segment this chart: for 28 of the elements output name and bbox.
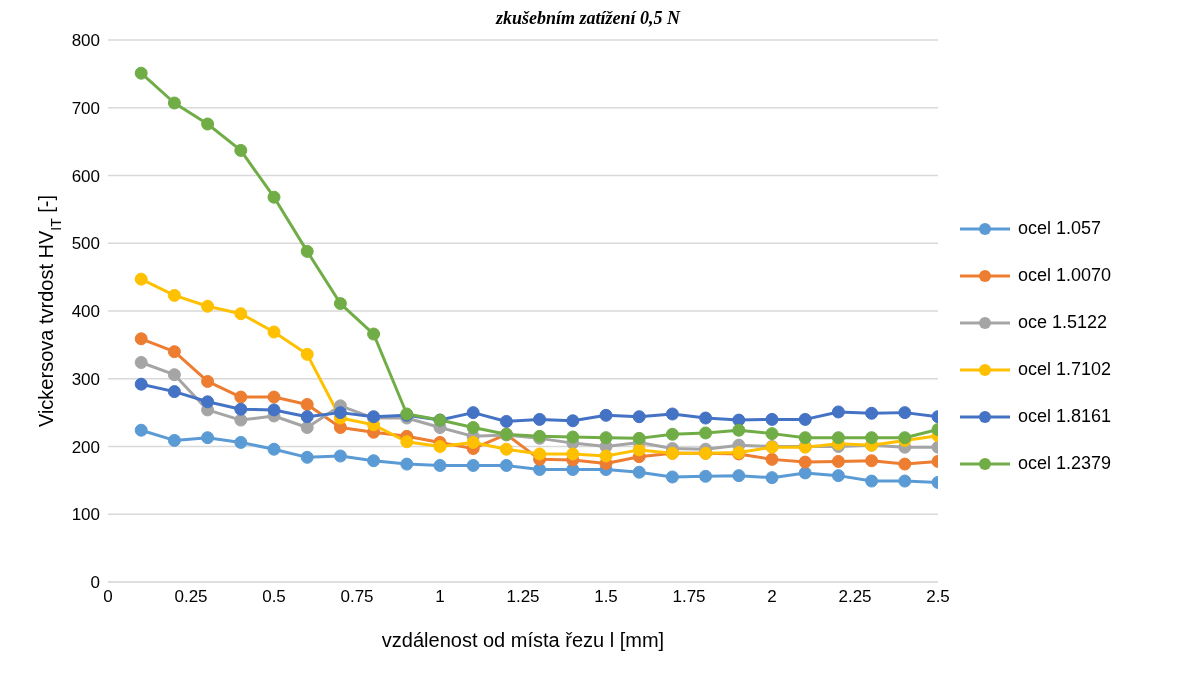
- y-tick-label: 300: [71, 369, 100, 389]
- legend-label: oce 1.5122: [1018, 312, 1108, 333]
- y-tick-label: 500: [71, 234, 100, 254]
- y-tick-label: 600: [71, 166, 100, 186]
- legend-label: ocel 1.7102: [1018, 359, 1112, 380]
- x-tick-label: 2.5: [926, 587, 950, 607]
- y-tick-label: 700: [71, 98, 100, 118]
- legend-label: ocel 1.8161: [1018, 406, 1112, 427]
- x-tick-label: 1: [435, 587, 445, 607]
- y-tick-label: 100: [71, 505, 100, 525]
- x-axis-title: vzdálenost od místa řezu l [mm]: [381, 629, 665, 651]
- x-tick-label: 1.25: [506, 587, 540, 607]
- x-tick-label: 1.5: [594, 587, 618, 607]
- x-tick-label: 0.25: [174, 587, 208, 607]
- y-tick-label: 200: [71, 437, 100, 457]
- x-tick-label: 0.5: [262, 587, 286, 607]
- x-tick-label: 1.75: [672, 587, 706, 607]
- y-tick-label: 800: [71, 31, 100, 51]
- legend-label: ocel 1.2379: [1018, 453, 1112, 474]
- legend-label: ocel 1.057: [1018, 218, 1102, 239]
- x-tick-label: 0: [103, 587, 113, 607]
- chart-title: zkušebním zatížení 0,5 N: [494, 8, 682, 30]
- y-tick-label: 0: [90, 573, 100, 593]
- x-tick-label: 0.75: [340, 587, 374, 607]
- x-tick-label: 2.25: [838, 587, 872, 607]
- legend-label: ocel 1.0070: [1018, 265, 1112, 286]
- x-tick-label: 2: [767, 587, 777, 607]
- y-tick-label: 400: [71, 302, 100, 322]
